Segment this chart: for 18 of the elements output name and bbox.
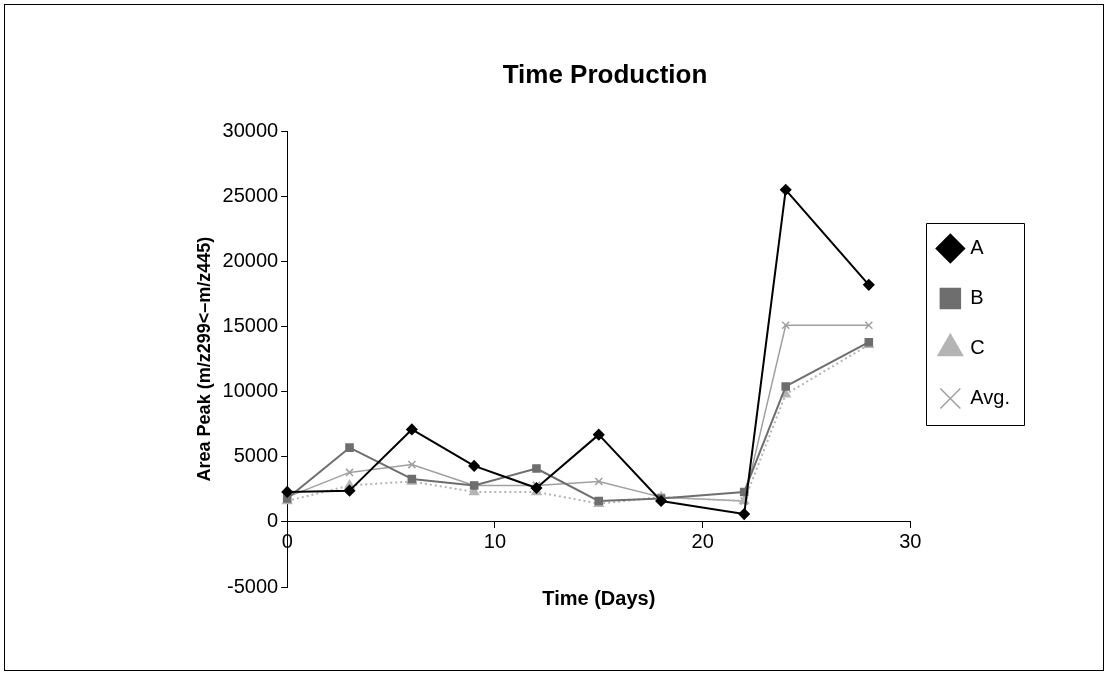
- y-tick-label: 0: [267, 509, 279, 532]
- y-tick-label: -5000: [227, 574, 279, 597]
- legend-label: C: [970, 336, 985, 359]
- legend-label: A: [970, 236, 985, 259]
- legend-label: B: [970, 286, 984, 309]
- x-axis-title: Time (Days): [542, 587, 656, 610]
- chart-title: Time Production: [502, 58, 708, 89]
- y-tick-label: 25000: [222, 183, 279, 206]
- x-tick-label: 10: [483, 530, 507, 553]
- x-tick-label: 20: [691, 530, 714, 553]
- y-tick-label: 30000: [222, 118, 279, 141]
- y-tick-label: 10000: [222, 379, 279, 402]
- y-tick-label: 5000: [233, 444, 279, 467]
- x-tick-label: 30: [899, 530, 922, 553]
- y-tick-label: 15000: [222, 314, 279, 337]
- y-axis-title: Area Peak (m/z299<–m/z445): [193, 236, 214, 482]
- y-tick-label: 20000: [222, 248, 279, 271]
- legend-label: Avg.: [970, 386, 1011, 409]
